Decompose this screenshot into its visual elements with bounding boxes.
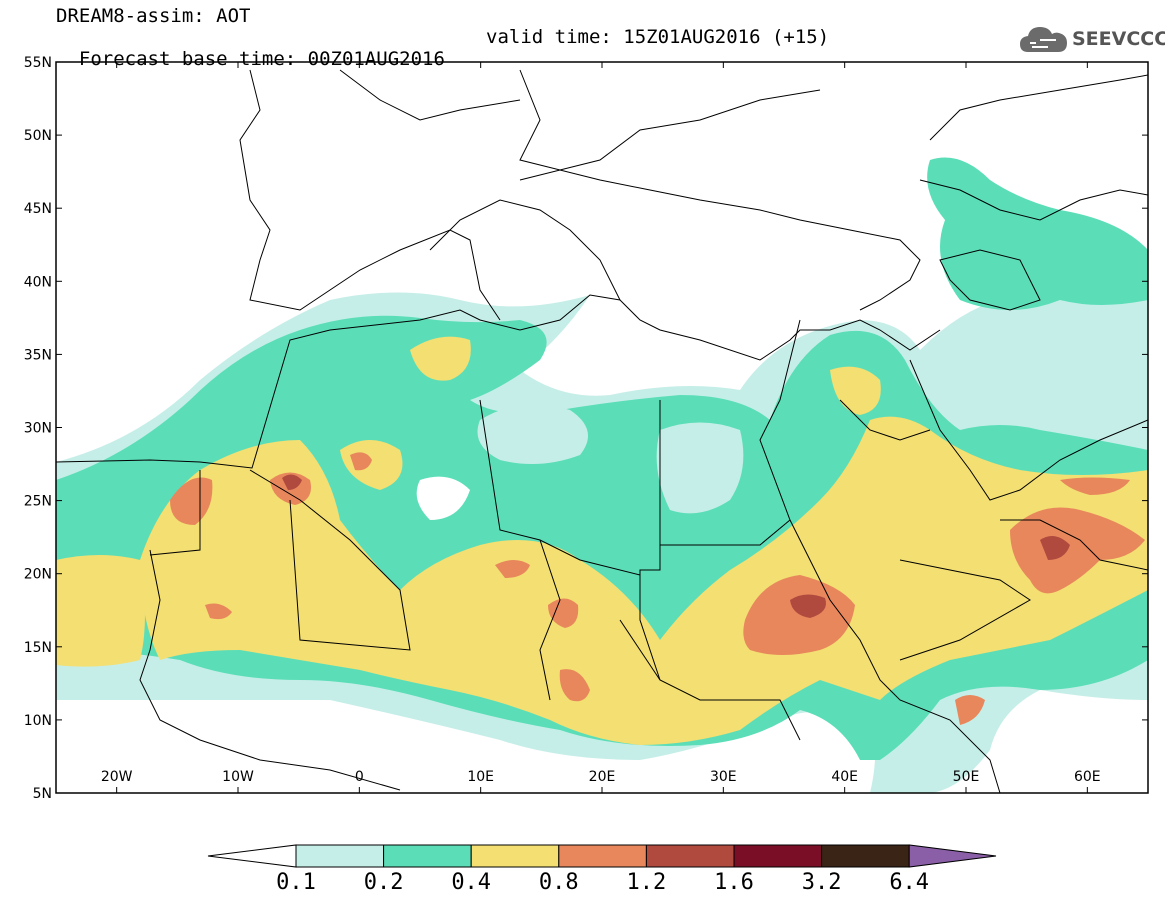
lat-tick-label: 50N xyxy=(24,128,52,144)
lat-tick-label: 20N xyxy=(24,567,52,583)
colorbar-level-label: 3.2 xyxy=(802,870,842,895)
lon-tick-label: 30E xyxy=(710,769,737,785)
lat-tick-label: 45N xyxy=(24,201,52,217)
colorbar-segment xyxy=(383,844,472,868)
colorbar-segment xyxy=(470,844,560,868)
lon-tick-label: 40E xyxy=(831,769,858,785)
lat-tick-label: 40N xyxy=(24,274,52,290)
lat-tick-label: 35N xyxy=(24,347,52,363)
colorbar-level-label: 6.4 xyxy=(889,870,929,895)
colorbar-level-label: 0.1 xyxy=(276,870,316,895)
colorbar-segment xyxy=(558,844,647,868)
valid-time-label: valid time: 15Z01AUG2016 (+15) xyxy=(486,26,830,48)
lon-tick-label: 20W xyxy=(101,769,133,785)
forecast-time-line: Forecast base time: 00Z01AUG2016 valid ti… xyxy=(56,26,829,70)
lat-tick-label: 10N xyxy=(24,713,52,729)
colorbar-low-triangle xyxy=(207,844,297,868)
lat-tick-label: 25N xyxy=(24,494,52,510)
logo-text: SEEVCCC xyxy=(1072,28,1165,50)
lat-tick-label: 55N xyxy=(24,55,52,71)
lat-tick-label: 15N xyxy=(24,640,52,656)
lat-tick-label: 5N xyxy=(33,786,52,802)
colorbar-segment xyxy=(295,844,385,868)
colorbar-level-label: 0.8 xyxy=(539,870,579,895)
colorbar-level-label: 0.2 xyxy=(364,870,404,895)
map-title: DREAM8-assim: AOT xyxy=(56,5,251,27)
lon-tick-label: 60E xyxy=(1074,769,1101,785)
cloud-icon xyxy=(1020,27,1067,52)
colorbar-level-label: 1.6 xyxy=(714,870,754,895)
coastlines xyxy=(56,69,1148,793)
colorbar-level-label: 1.2 xyxy=(627,870,667,895)
colorbar: 0.1 0.2 0.4 0.8 1.2 1.6 3.2 6.4 xyxy=(207,844,997,895)
colorbar-level-label: 0.4 xyxy=(451,870,491,895)
lon-tick-label: 20E xyxy=(589,769,616,785)
seevccc-logo: SEEVCCC xyxy=(1018,22,1165,56)
lon-tick-label: 10W xyxy=(222,769,254,785)
colorbar-high-triangle xyxy=(908,844,997,868)
lon-tick-label: 10E xyxy=(467,769,494,785)
colorbar-segment xyxy=(733,844,823,868)
colorbar-segment xyxy=(821,844,910,868)
base-time-label: Forecast base time: 00Z01AUG2016 xyxy=(78,48,445,70)
axis-ticks: 55N 50N 45N 40N 35N 30N 25N 20N 15N 10N 5N 20W 10W 0 1… xyxy=(24,55,1148,802)
lon-tick-label: 50E xyxy=(953,769,980,785)
lat-tick-label: 30N xyxy=(24,421,52,437)
lon-tick-label: 0 xyxy=(355,769,364,785)
colorbar-segment xyxy=(645,844,735,868)
aot-field xyxy=(56,157,1148,793)
